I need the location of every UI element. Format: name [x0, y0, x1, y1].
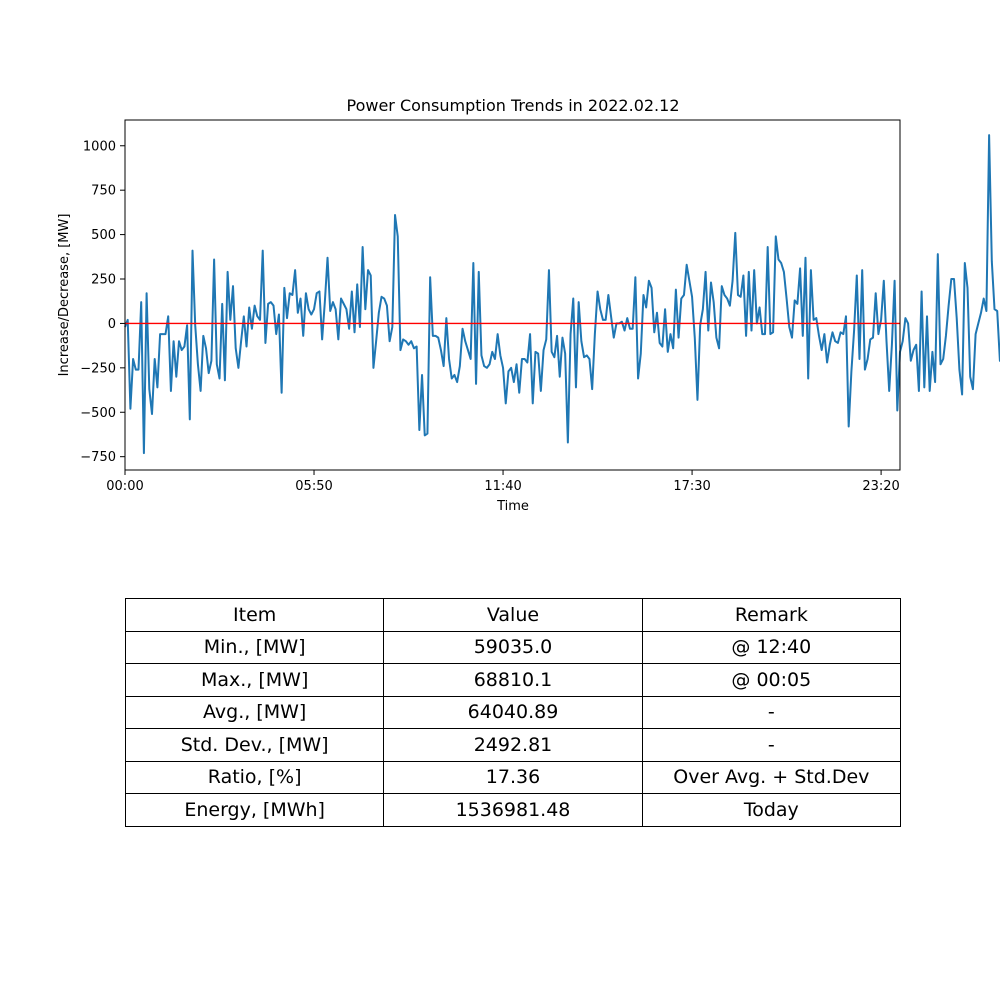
y-axis: 1000 750 500 250 0 −250 −500 −750 — [80, 139, 125, 465]
table-cell: Energy, [MWh] — [124, 793, 385, 827]
x-axis-label: Time — [496, 499, 529, 514]
table-cell: Max., [MW] — [124, 663, 385, 697]
x-tick-label: 00:00 — [106, 479, 143, 494]
table-cell: 1536981.48 — [383, 793, 643, 827]
table-cell: Remark — [641, 598, 902, 632]
plot-frame — [124, 119, 901, 471]
y-tick-label: −750 — [80, 450, 116, 465]
table-row: Std. Dev., [MW] 2492.81- — [124, 728, 902, 762]
line-chart: Power Consumption Trends in 2022.02.12 0… — [57, 96, 1000, 514]
table-cell: Value — [383, 598, 643, 632]
y-axis-label: Increase/Decrease, [MW] — [57, 214, 72, 377]
table-cell: Avg., [MW] — [124, 695, 385, 729]
y-tick-label: −500 — [80, 406, 116, 421]
table-cell: 59035.0 — [383, 630, 643, 664]
series-line-power-change — [124, 134, 1000, 455]
table-cell: @ 00:05 — [641, 663, 902, 697]
table-cell: Item — [124, 598, 385, 632]
x-tick-label: 17:30 — [673, 479, 710, 494]
y-tick-label: −250 — [80, 361, 116, 376]
table-row: Min., [MW] 59035.0 @ 12:40 — [124, 630, 902, 664]
y-tick-label: 750 — [91, 184, 116, 199]
table-row: Avg., [MW] 64040.89- — [124, 695, 902, 729]
table-cell: Ratio, [%] — [124, 760, 385, 794]
x-axis: 00:00 05:50 11:40 17:30 23:20 — [106, 470, 900, 494]
x-tick-label: 05:50 — [295, 479, 332, 494]
table-row: Energy, [MWh] 1536981.48 Today — [124, 793, 902, 827]
table-cell: Min., [MW] — [124, 630, 385, 664]
table-cell: - — [641, 728, 902, 762]
table-cell: 2492.81 — [383, 728, 643, 762]
table-cell: Over Avg. + Std.Dev — [641, 760, 902, 794]
table-cell: 68810.1 — [383, 663, 643, 697]
y-tick-label: 250 — [91, 273, 116, 288]
table-cell: @ 12:40 — [641, 630, 902, 664]
stats-table: Item Value Remark Min., [MW] 59035.0 @ 12:40 M… — [124, 598, 902, 827]
chart-title: Power Consumption Trends in 2022.02.12 — [346, 96, 679, 115]
table-cell: Std. Dev., [MW] — [124, 728, 385, 762]
plot-area — [124, 134, 1000, 455]
y-tick-label: 0 — [108, 317, 116, 332]
y-tick-label: 1000 — [83, 139, 116, 154]
table-row: Max., [MW] 68810.1 @ 00:05 — [124, 663, 902, 697]
table-cell: 17.36 — [383, 760, 643, 794]
table-header-row: Item Value Remark — [124, 598, 902, 632]
table-cell: 64040.89 — [383, 695, 643, 729]
x-tick-label: 23:20 — [862, 479, 899, 494]
table-cell: Today — [641, 793, 902, 827]
x-tick-label: 11:40 — [484, 479, 521, 494]
table-row: Ratio, [%] 17.36 Over Avg. + Std.Dev — [124, 760, 902, 794]
table-cell: - — [641, 695, 902, 729]
y-tick-label: 500 — [91, 228, 116, 243]
